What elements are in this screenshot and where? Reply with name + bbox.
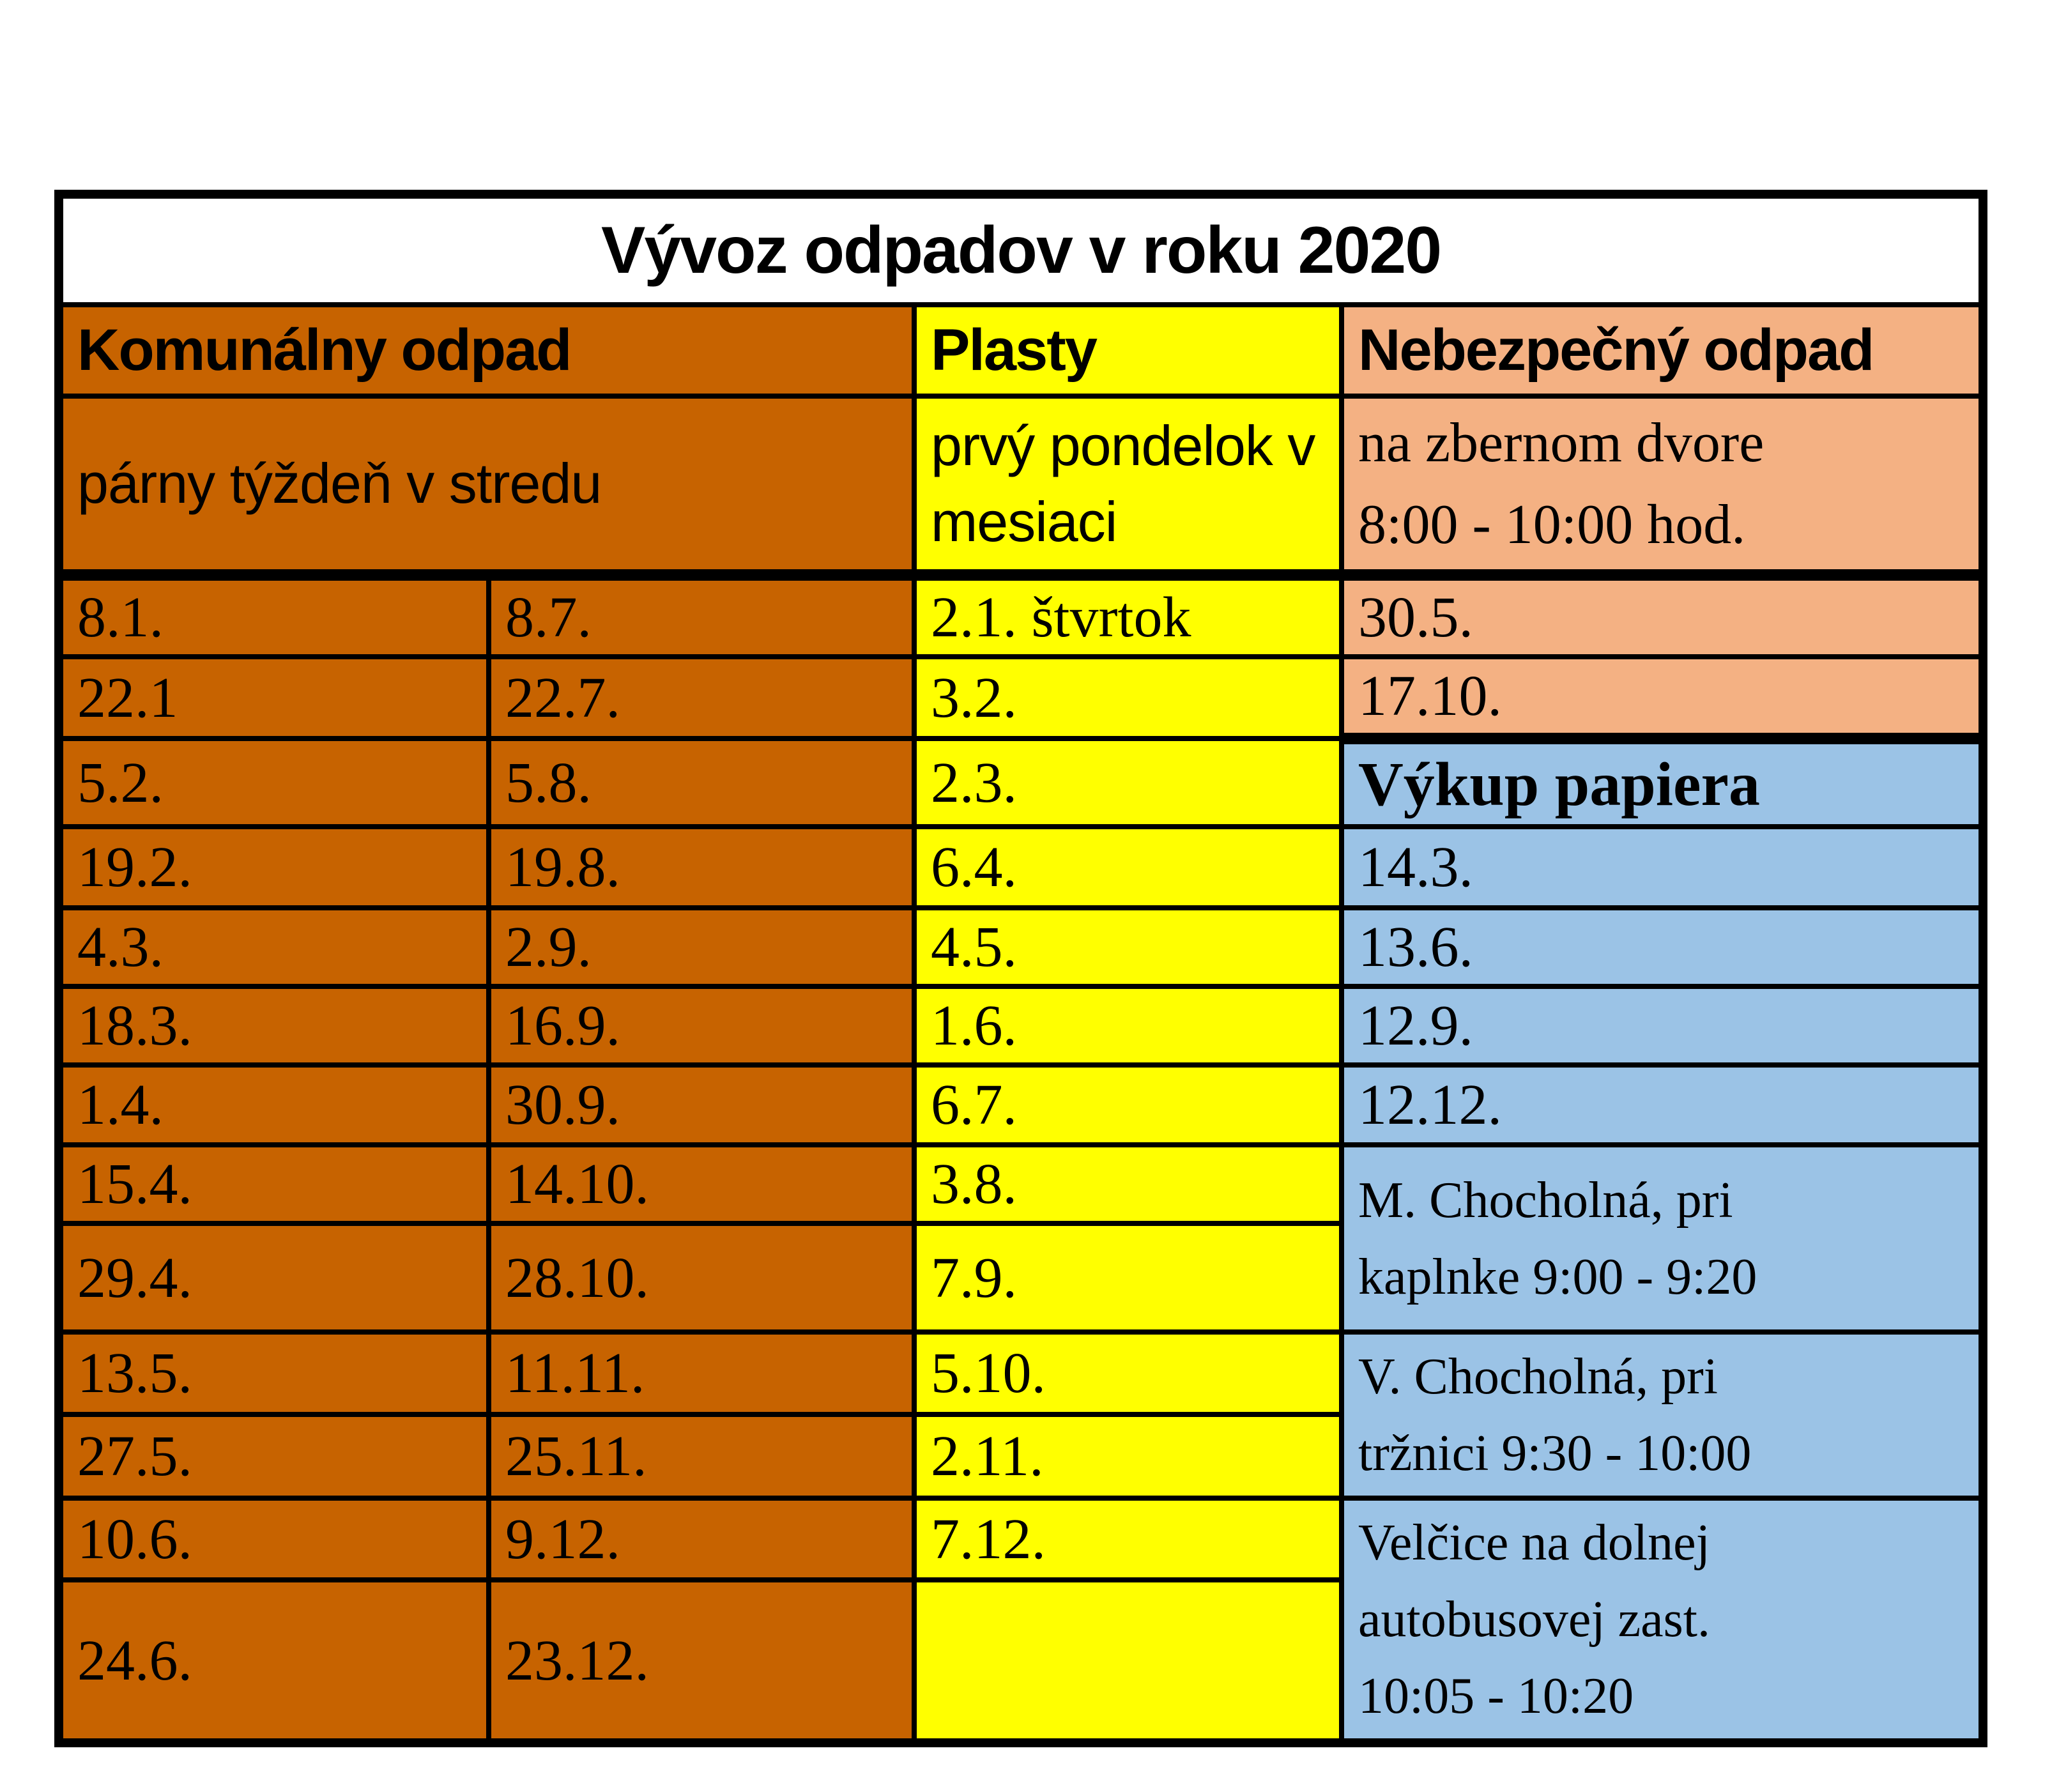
date-cell: 12.9. — [1338, 984, 1986, 1068]
date-cell: 3.8. — [912, 1142, 1344, 1227]
schedule-table: Vývoz odpadov v roku 2020 Komunálny odpa… — [54, 190, 1988, 1748]
date-cell: 30.5. — [1338, 569, 1986, 660]
date-cell: 2.11. — [912, 1411, 1344, 1501]
stop-cell: M. Chocholná, pri kaplnke 9:00 - 9:20 — [1338, 1142, 1986, 1335]
date-cell: 8.1. — [56, 569, 491, 660]
date-cell: 14.3. — [1338, 824, 1986, 911]
date-cell: 27.5. — [56, 1411, 491, 1501]
date-cell: 7.9. — [912, 1221, 1344, 1335]
date-cell: 7.12. — [912, 1496, 1344, 1583]
date-cell: 22.7. — [486, 654, 917, 742]
date-cell: 19.2. — [56, 824, 491, 911]
date-cell: 16.9. — [486, 984, 917, 1068]
date-cell: 28.10. — [486, 1221, 917, 1335]
date-cell: 5.8. — [486, 736, 917, 830]
date-cell: 2.9. — [486, 905, 917, 990]
date-cell: 12.12. — [1338, 1062, 1986, 1148]
date-cell: 10.6. — [56, 1496, 491, 1583]
date-cell — [912, 1577, 1344, 1746]
date-cell: 11.11. — [486, 1329, 917, 1417]
date-cell: 5.10. — [912, 1329, 1344, 1417]
header-plasty: Plasty — [912, 302, 1344, 399]
date-cell: 13.6. — [1338, 905, 1986, 990]
date-cell: 14.10. — [486, 1142, 917, 1227]
date-cell: 3.2. — [912, 654, 1344, 742]
header-nebezpecny-odpad: Nebezpečný odpad — [1338, 302, 1986, 399]
date-cell: 4.5. — [912, 905, 1344, 990]
schedule-nebezpecny: na zbernom dvore 8:00 - 10:00 hod. — [1338, 393, 1986, 578]
date-cell: 2.3. — [912, 736, 1344, 830]
date-cell: 1.4. — [56, 1062, 491, 1148]
date-cell: 15.4. — [56, 1142, 491, 1227]
date-cell: 13.5. — [56, 1329, 491, 1417]
date-cell: 2.1. štvrtok — [912, 569, 1344, 660]
waste-schedule-table: Vývoz odpadov v roku 2020 Komunálny odpa… — [54, 190, 1988, 1748]
schedule-komunalny: párny týždeň v stredu — [56, 393, 917, 578]
date-cell: 9.12. — [486, 1496, 917, 1583]
date-cell: 25.11. — [486, 1411, 917, 1501]
date-cell: 4.3. — [56, 905, 491, 990]
date-cell: 17.10. — [1338, 654, 1986, 742]
date-cell: 23.12. — [486, 1577, 917, 1746]
table-title: Vývoz odpadov v roku 2020 — [56, 192, 1986, 307]
schedule-plasty: prvý pondelok v mesiaci — [912, 393, 1344, 578]
stop-cell: Velčice na dolnej autobusovej zast. 10:0… — [1338, 1496, 1986, 1746]
date-cell: 22.1 — [56, 654, 491, 742]
date-cell: 18.3. — [56, 984, 491, 1068]
date-cell: 6.4. — [912, 824, 1344, 911]
date-cell: 24.6. — [56, 1577, 491, 1746]
date-cell: 19.8. — [486, 824, 917, 911]
header-vykup-papiera: Výkup papiera — [1338, 733, 1986, 830]
date-cell: 8.7. — [486, 569, 917, 660]
date-cell: 30.9. — [486, 1062, 917, 1148]
date-cell: 5.2. — [56, 736, 491, 830]
date-cell: 1.6. — [912, 984, 1344, 1068]
stop-cell: V. Chocholná, pri tržnici 9:30 - 10:00 — [1338, 1329, 1986, 1501]
date-cell: 29.4. — [56, 1221, 491, 1335]
date-cell: 6.7. — [912, 1062, 1344, 1148]
header-komunalny-odpad: Komunálny odpad — [56, 302, 917, 399]
